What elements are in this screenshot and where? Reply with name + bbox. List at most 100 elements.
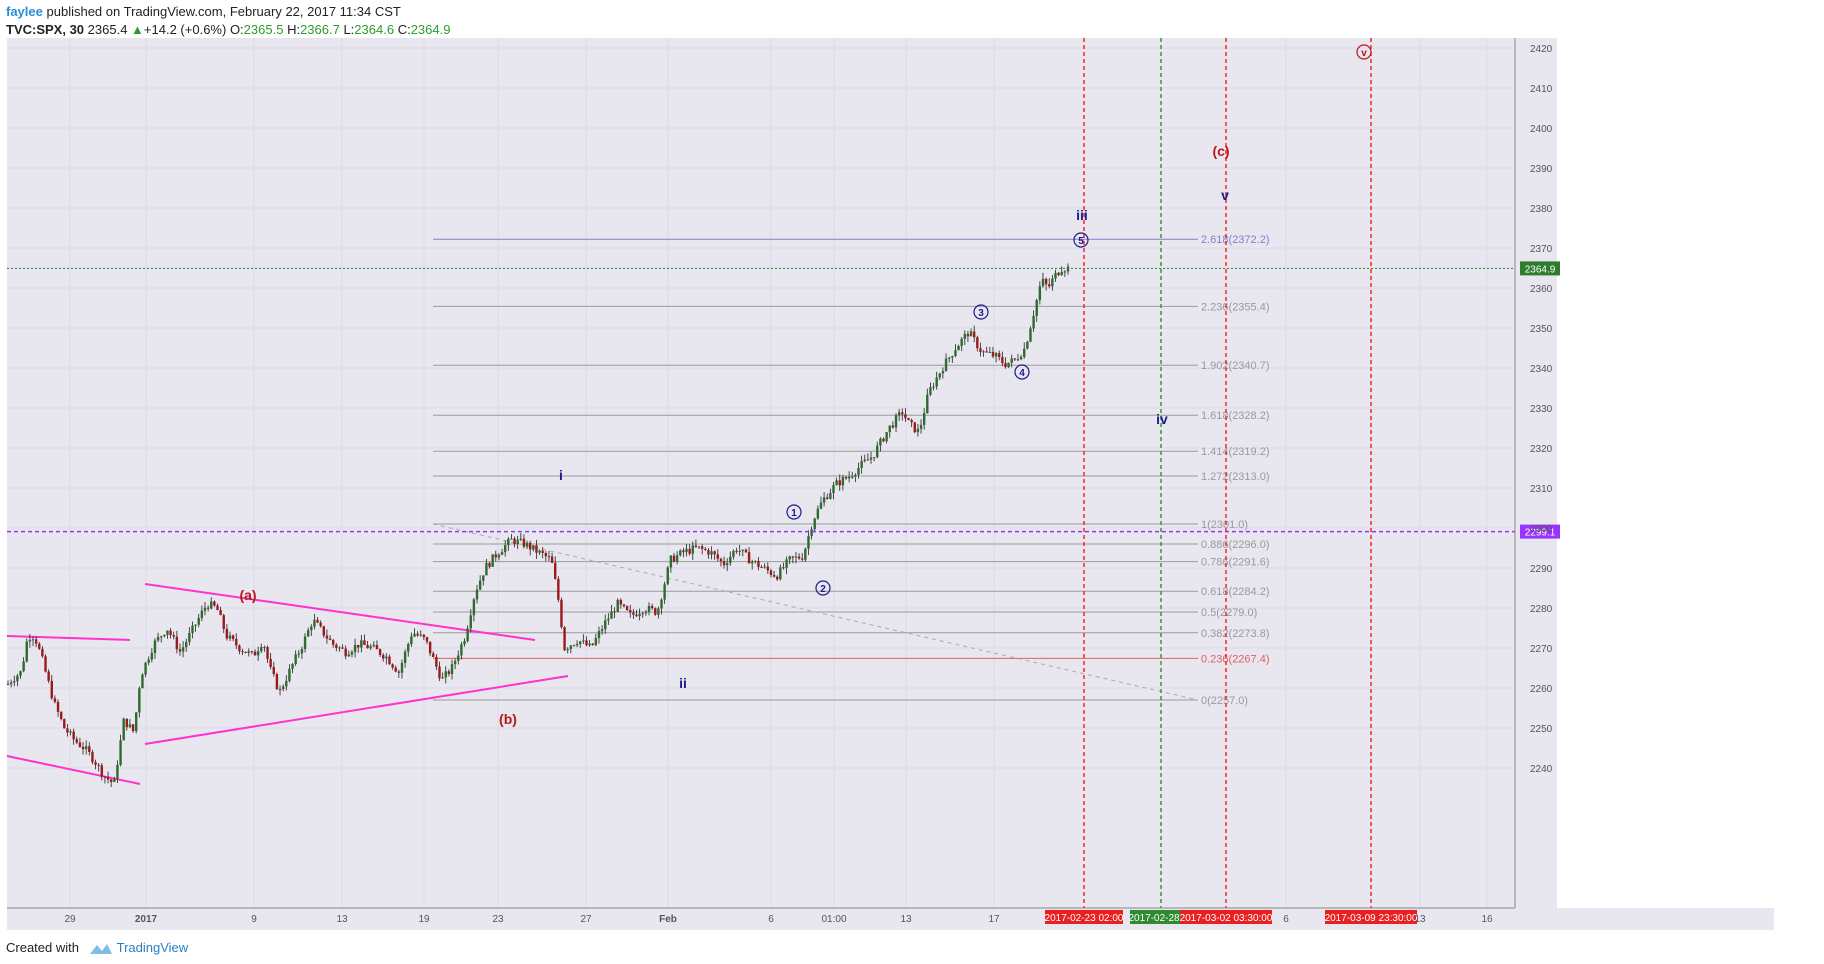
candle-body	[963, 333, 967, 339]
candle-body	[241, 651, 244, 653]
fib-trend-line	[432, 523, 1199, 701]
candle-body	[375, 644, 379, 650]
candle-body	[888, 425, 891, 433]
candle-body	[707, 549, 710, 555]
time-tick-label: 13	[1414, 914, 1426, 925]
fib-level-label: 1.272(2313.0)	[1201, 471, 1270, 483]
candle-body	[350, 651, 354, 655]
candle-body	[797, 556, 801, 559]
candle-body	[16, 675, 19, 682]
fib-level-label: 1.902(2340.7)	[1201, 360, 1270, 372]
candle-body	[847, 476, 851, 479]
candle-body	[494, 554, 497, 558]
candle-body	[97, 764, 100, 766]
candle-body	[985, 351, 988, 353]
candle-body	[325, 635, 329, 639]
candle-body	[635, 614, 638, 617]
candle-body	[6, 684, 10, 685]
candle-body	[688, 548, 691, 554]
publish-line: faylee published on TradingView.com, Feb…	[6, 4, 401, 19]
candle-body	[266, 647, 269, 659]
candle-body	[966, 333, 970, 337]
candle-body	[378, 649, 382, 655]
channel-line	[144, 675, 569, 745]
plot-area[interactable]	[7, 38, 1515, 908]
wave-label: 3	[978, 308, 984, 319]
candle-body	[432, 653, 435, 658]
candle-body	[654, 608, 657, 615]
channel-line	[6, 635, 131, 641]
candle-body	[594, 638, 598, 646]
candle-body	[791, 556, 795, 558]
candle-body	[275, 673, 279, 690]
symbol-label: TVC:SPX, 30	[6, 22, 85, 37]
candle-body	[347, 654, 351, 657]
candle-body	[185, 641, 188, 648]
candle-body	[191, 625, 194, 633]
wave-label: (c)	[1212, 143, 1229, 159]
candle-body	[28, 639, 32, 642]
tradingview-brand[interactable]: TradingView	[116, 940, 189, 955]
candle-body	[1010, 358, 1013, 363]
candle-body	[650, 605, 654, 609]
channel-lines	[6, 583, 569, 785]
candle-body	[244, 651, 247, 653]
candle-body	[544, 553, 548, 557]
price-tick-label: 2250	[1530, 724, 1553, 735]
candle-body	[444, 671, 447, 678]
candle-body	[697, 546, 701, 548]
candle-body	[922, 413, 926, 425]
author-name[interactable]: faylee	[6, 4, 43, 19]
fib-level-label: 0.236(2267.4)	[1201, 653, 1270, 665]
time-tick-label: 01:00	[821, 914, 846, 925]
candle-body	[613, 611, 616, 613]
candle-body	[535, 545, 538, 553]
tradingview-logo-icon	[89, 943, 112, 954]
candle-body	[138, 688, 141, 713]
candle-body	[779, 567, 782, 580]
price-axis-area[interactable]	[1515, 38, 1557, 908]
candle-body	[103, 776, 107, 778]
candle-body	[563, 627, 566, 651]
candle-body	[385, 656, 388, 659]
candle-body	[22, 661, 25, 672]
wave-label: iii	[1076, 207, 1088, 223]
candle-body	[763, 566, 766, 568]
candle-body	[106, 777, 110, 780]
price-tick-label: 2260	[1530, 684, 1553, 695]
candle-body	[591, 643, 594, 646]
time-axis-area[interactable]	[7, 908, 1774, 930]
time-tick-label: 17	[988, 914, 1000, 925]
candle-body	[285, 680, 288, 687]
candle-body	[607, 618, 610, 621]
candle-body	[66, 728, 69, 733]
candle-body	[369, 646, 372, 649]
candle-body	[360, 640, 363, 648]
candle-body	[694, 545, 698, 547]
candle-body	[957, 345, 960, 351]
candle-body	[303, 636, 307, 650]
candle-body	[260, 647, 263, 652]
time-tick-label: 27	[580, 914, 592, 925]
candle-body	[729, 556, 732, 564]
candle-body	[666, 567, 669, 585]
candle-body	[638, 613, 641, 617]
candle-body	[776, 576, 779, 580]
candle-body	[854, 474, 857, 477]
candle-body	[710, 551, 713, 555]
change-value: +14.2 (+0.6%)	[143, 22, 227, 37]
candle-body	[400, 662, 404, 673]
candle-body	[422, 634, 426, 638]
candle-body	[410, 636, 413, 645]
candle-body	[644, 611, 648, 614]
low-value: 2364.6	[354, 22, 395, 37]
candle-body	[597, 631, 601, 639]
candle-body	[998, 353, 1001, 357]
candle-body	[750, 561, 754, 564]
candle-body	[253, 651, 257, 656]
price-tick-label: 2390	[1530, 164, 1553, 175]
candle-body	[929, 387, 932, 395]
candle-body	[75, 739, 78, 743]
candle-body	[135, 712, 138, 732]
